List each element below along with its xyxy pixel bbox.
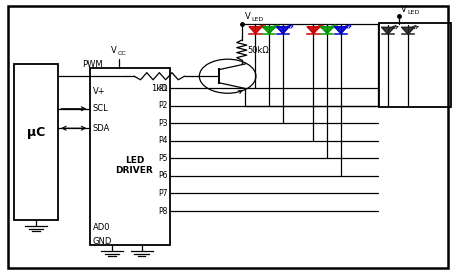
Text: GND: GND	[93, 237, 112, 246]
Text: LED
DRIVER: LED DRIVER	[115, 156, 153, 175]
Text: P6: P6	[158, 171, 167, 181]
Text: P7: P7	[158, 189, 167, 198]
Text: P1: P1	[158, 84, 167, 92]
Polygon shape	[277, 27, 289, 34]
Text: P8: P8	[158, 206, 167, 216]
Text: LED: LED	[251, 17, 264, 22]
Polygon shape	[307, 27, 320, 34]
Text: V: V	[111, 46, 117, 55]
Text: V: V	[401, 5, 407, 14]
Text: AD0: AD0	[93, 223, 110, 232]
Text: P5: P5	[158, 154, 167, 163]
Polygon shape	[321, 27, 333, 34]
Polygon shape	[382, 27, 394, 34]
Polygon shape	[263, 27, 275, 34]
Bar	[90, 68, 169, 245]
Polygon shape	[402, 27, 414, 34]
Text: 1kΩ: 1kΩ	[151, 84, 168, 94]
Text: P3: P3	[158, 119, 167, 128]
Bar	[379, 23, 451, 107]
Polygon shape	[335, 27, 347, 34]
Text: V: V	[245, 12, 251, 21]
Text: V+: V+	[93, 86, 105, 95]
Text: LED: LED	[408, 10, 420, 15]
Text: CC: CC	[118, 51, 127, 56]
Bar	[14, 64, 58, 220]
Text: SCL: SCL	[93, 104, 109, 113]
Text: 50kΩ: 50kΩ	[248, 46, 269, 55]
Text: PWM: PWM	[82, 60, 102, 69]
Text: μC: μC	[27, 126, 45, 139]
Text: P4: P4	[158, 136, 167, 145]
Text: P2: P2	[158, 101, 167, 110]
Text: SDA: SDA	[93, 124, 110, 133]
Polygon shape	[249, 27, 262, 34]
